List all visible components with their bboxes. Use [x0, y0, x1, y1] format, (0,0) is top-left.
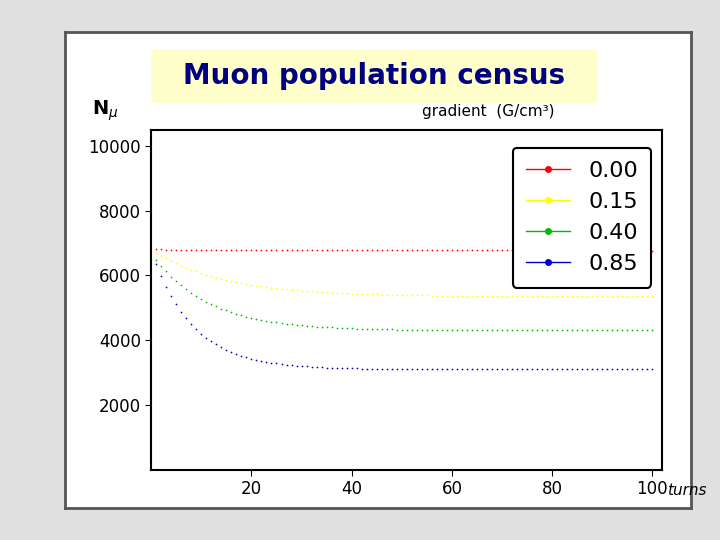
- Text: N$_\mu$: N$_\mu$: [92, 98, 119, 123]
- Text: Muon population census: Muon population census: [184, 62, 565, 90]
- Text: turns: turns: [667, 483, 707, 498]
- Text: gradient  (G/cm³): gradient (G/cm³): [422, 104, 554, 119]
- Legend: 0.00, 0.15, 0.40, 0.85: 0.00, 0.15, 0.40, 0.85: [513, 147, 652, 287]
